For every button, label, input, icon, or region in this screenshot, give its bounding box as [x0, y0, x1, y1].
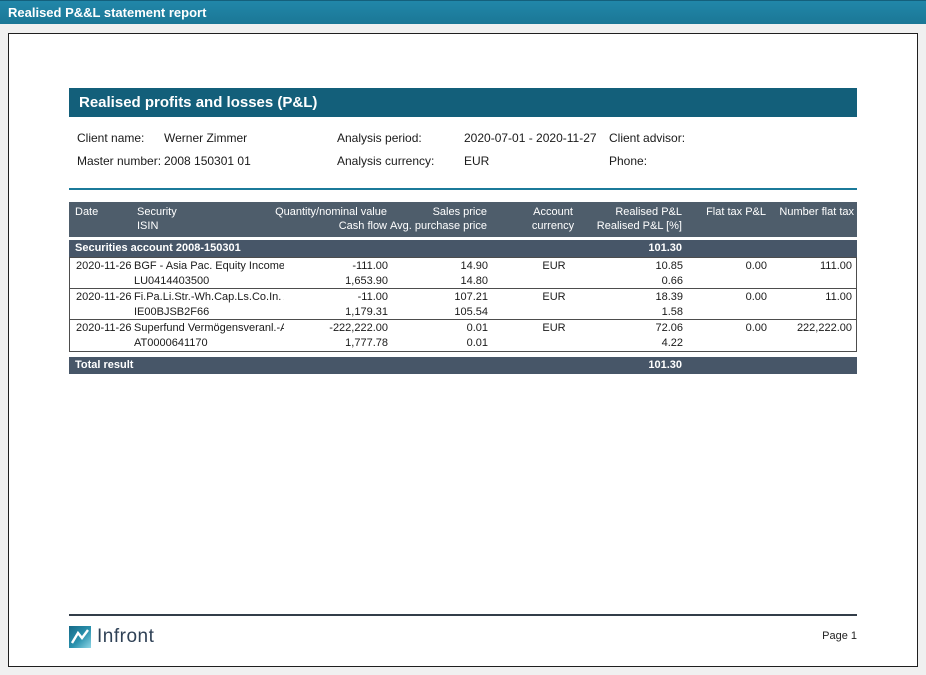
cell-realised-pnl: 10.85 0.66 [655, 260, 683, 287]
client-info-row: Client name: Werner Zimmer Analysis peri… [69, 126, 857, 149]
cell-security-isin: BGF - Asia Pac. Equity Income A LU041440… [134, 259, 284, 288]
report-title: Realised profits and losses (P&L) [79, 94, 318, 111]
analysis-period-label: Analysis period: [337, 130, 422, 145]
footer-divider [69, 614, 857, 616]
page-number: Page 1 [822, 630, 857, 642]
header-realised-pnl-pct: Realised P&L [%] [596, 220, 682, 232]
cell-quantity-cashflow: -11.00 1,179.31 [345, 291, 388, 318]
header-cash-flow: Cash flow [338, 220, 387, 232]
infront-logo-icon [69, 626, 91, 648]
header-account: Account [533, 206, 573, 218]
header-realised-pnl: Realised P&L [615, 206, 682, 218]
cell-number-flat-tax: 11.00 [825, 291, 852, 303]
table-body: 2020-11-26 BGF - Asia Pac. Equity Income… [69, 257, 857, 352]
master-number-value: 2008 150301 01 [164, 153, 251, 168]
analysis-currency-value: EUR [464, 153, 490, 168]
cell-number-flat-tax: 222,222.00 [796, 322, 852, 334]
security-isin: IE00BJSB2F66 [134, 306, 210, 318]
total-label: Total result [75, 359, 134, 371]
infront-logo-text: Infront [97, 626, 155, 647]
header-sales-price: Sales price [432, 206, 487, 218]
cell-security-isin: Fi.Pa.Li.Str.-Wh.Cap.Ls.Co.In. A IE00BJS… [134, 290, 284, 319]
cell-currency: EUR [542, 260, 566, 272]
report-content: Realised profits and losses (P&L) Client… [69, 88, 857, 374]
table-header: Date Security ISIN Quantity/nominal valu… [69, 202, 857, 237]
client-name-label: Client name: [77, 130, 145, 145]
security-name: BGF - Asia Pac. Equity Income A [134, 260, 284, 272]
client-advisor-label: Client advisor: [609, 130, 686, 145]
master-number-label: Master number: [77, 153, 162, 168]
security-name: Fi.Pa.Li.Str.-Wh.Cap.Ls.Co.In. A [134, 291, 284, 303]
cell-prices: 14.90 14.80 [460, 260, 488, 287]
cell-currency: EUR [542, 322, 566, 334]
cell-realised-pnl: 18.39 1.58 [655, 291, 683, 318]
cell-currency: EUR [542, 291, 566, 303]
cell-prices: 107.21 105.54 [454, 291, 488, 318]
group-label: Securities account 2008-150301 [75, 242, 241, 254]
client-info: Client name: Werner Zimmer Analysis peri… [69, 126, 857, 172]
report-footer: Infront Page 1 [69, 614, 857, 648]
header-avg-purchase-price: Avg. purchase price [389, 220, 487, 232]
analysis-currency-label: Analysis currency: [337, 153, 435, 168]
footer-row: Infront Page 1 [69, 626, 857, 648]
header-flat-tax-pnl: Flat tax P&L [706, 206, 766, 218]
header-date: Date [75, 206, 99, 218]
cell-date: 2020-11-26 [76, 322, 132, 334]
cell-date: 2020-11-26 [76, 291, 132, 303]
group-realised-pnl: 101.30 [648, 242, 682, 254]
cell-prices: 0.01 0.01 [466, 322, 488, 349]
header-quantity: Quantity/nominal value [275, 206, 387, 218]
group-row-securities-account: Securities account 2008-150301 101.30 [69, 240, 857, 257]
security-isin: AT0000641170 [134, 337, 208, 349]
table-row: 2020-11-26 BGF - Asia Pac. Equity Income… [70, 258, 856, 289]
phone-label: Phone: [609, 153, 648, 168]
infront-logo: Infront [69, 626, 154, 648]
header-security: Security [137, 206, 177, 218]
total-result-row: Total result 101.30 [69, 357, 857, 374]
section-divider [69, 188, 857, 190]
window-titlebar: Realised P&&L statement report [0, 0, 926, 24]
cell-number-flat-tax: 111.00 [819, 260, 852, 272]
client-info-row: Master number: 2008 150301 01 Analysis c… [69, 149, 857, 172]
report-document: Realised profits and losses (P&L) Client… [8, 33, 918, 667]
window-title: Realised P&&L statement report [8, 5, 207, 20]
security-name: Superfund Vermögensveranl.-AG [134, 322, 284, 334]
analysis-period-value: 2020-07-01 - 2020-11-27 [464, 130, 597, 145]
cell-flat-tax-pnl: 0.00 [745, 260, 767, 272]
cell-date: 2020-11-26 [76, 260, 132, 272]
header-number-flat-tax: Number flat tax [779, 206, 854, 218]
pnl-table: Date Security ISIN Quantity/nominal valu… [69, 202, 857, 374]
cell-quantity-cashflow: -111.00 1,653.90 [345, 260, 388, 287]
header-isin: ISIN [137, 220, 159, 232]
table-row: 2020-11-26 Superfund Vermögensveranl.-AG… [70, 320, 856, 351]
cell-security-isin: Superfund Vermögensveranl.-AG AT00006411… [134, 321, 284, 351]
cell-flat-tax-pnl: 0.00 [745, 322, 767, 334]
cell-quantity-cashflow: -222,222.00 1,777.78 [329, 322, 388, 349]
total-realised-pnl: 101.30 [648, 359, 682, 371]
header-currency: currency [531, 220, 575, 232]
client-name-value: Werner Zimmer [164, 130, 248, 145]
report-title-banner: Realised profits and losses (P&L) [69, 88, 857, 117]
table-row: 2020-11-26 Fi.Pa.Li.Str.-Wh.Cap.Ls.Co.In… [70, 289, 856, 320]
cell-flat-tax-pnl: 0.00 [745, 291, 767, 303]
security-isin: LU0414403500 [134, 275, 210, 287]
cell-realised-pnl: 72.06 4.22 [655, 322, 683, 349]
